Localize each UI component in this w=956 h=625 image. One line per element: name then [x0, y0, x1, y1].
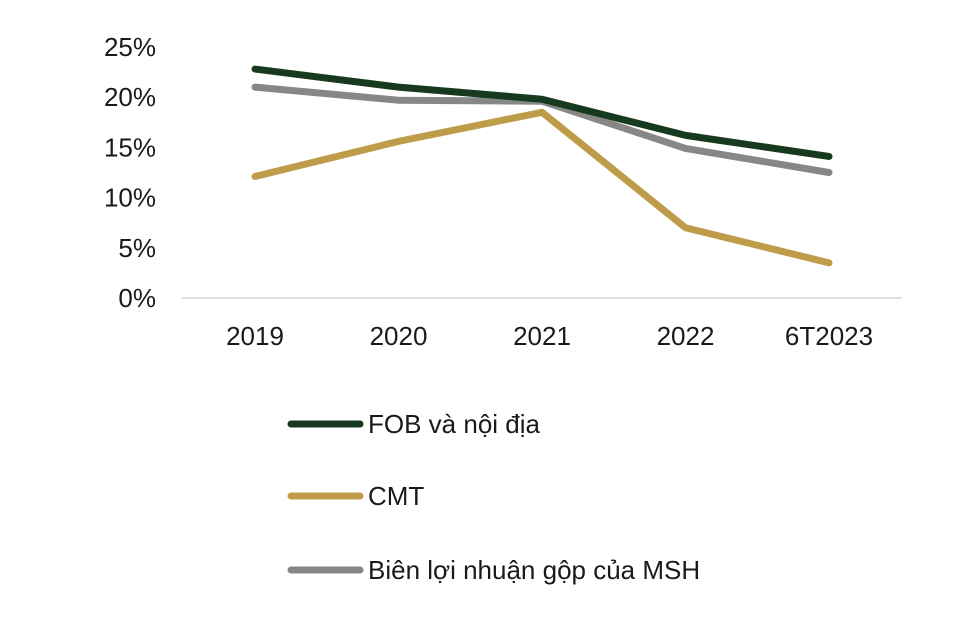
y-axis: 0% 5% 10% 15% 20% 25%: [104, 32, 156, 313]
y-tick-label: 15%: [104, 132, 156, 162]
x-tick-label: 2019: [226, 321, 284, 351]
y-tick-label: 5%: [118, 233, 156, 263]
y-tick-label: 10%: [104, 183, 156, 213]
series-line: [251, 108, 833, 267]
x-tick-label: 6T2023: [785, 321, 873, 351]
legend-label: FOB và nội địa: [368, 409, 541, 439]
plot-area: [251, 65, 833, 267]
legend-label: Biên lợi nhuận gộp của MSH: [368, 555, 700, 585]
legend-label: CMT: [368, 481, 424, 511]
y-tick-label: 0%: [118, 283, 156, 313]
x-tick-label: 2021: [513, 321, 571, 351]
series-line: [251, 65, 833, 160]
x-tick-label: 2022: [657, 321, 715, 351]
x-tick-label: 2020: [370, 321, 428, 351]
x-axis: 2019 2020 2021 2022 6T2023: [226, 321, 873, 351]
y-tick-label: 25%: [104, 32, 156, 62]
y-tick-label: 20%: [104, 82, 156, 112]
legend: FOB và nội địa CMT Biên lợi nhuận gộp của …: [287, 409, 700, 585]
